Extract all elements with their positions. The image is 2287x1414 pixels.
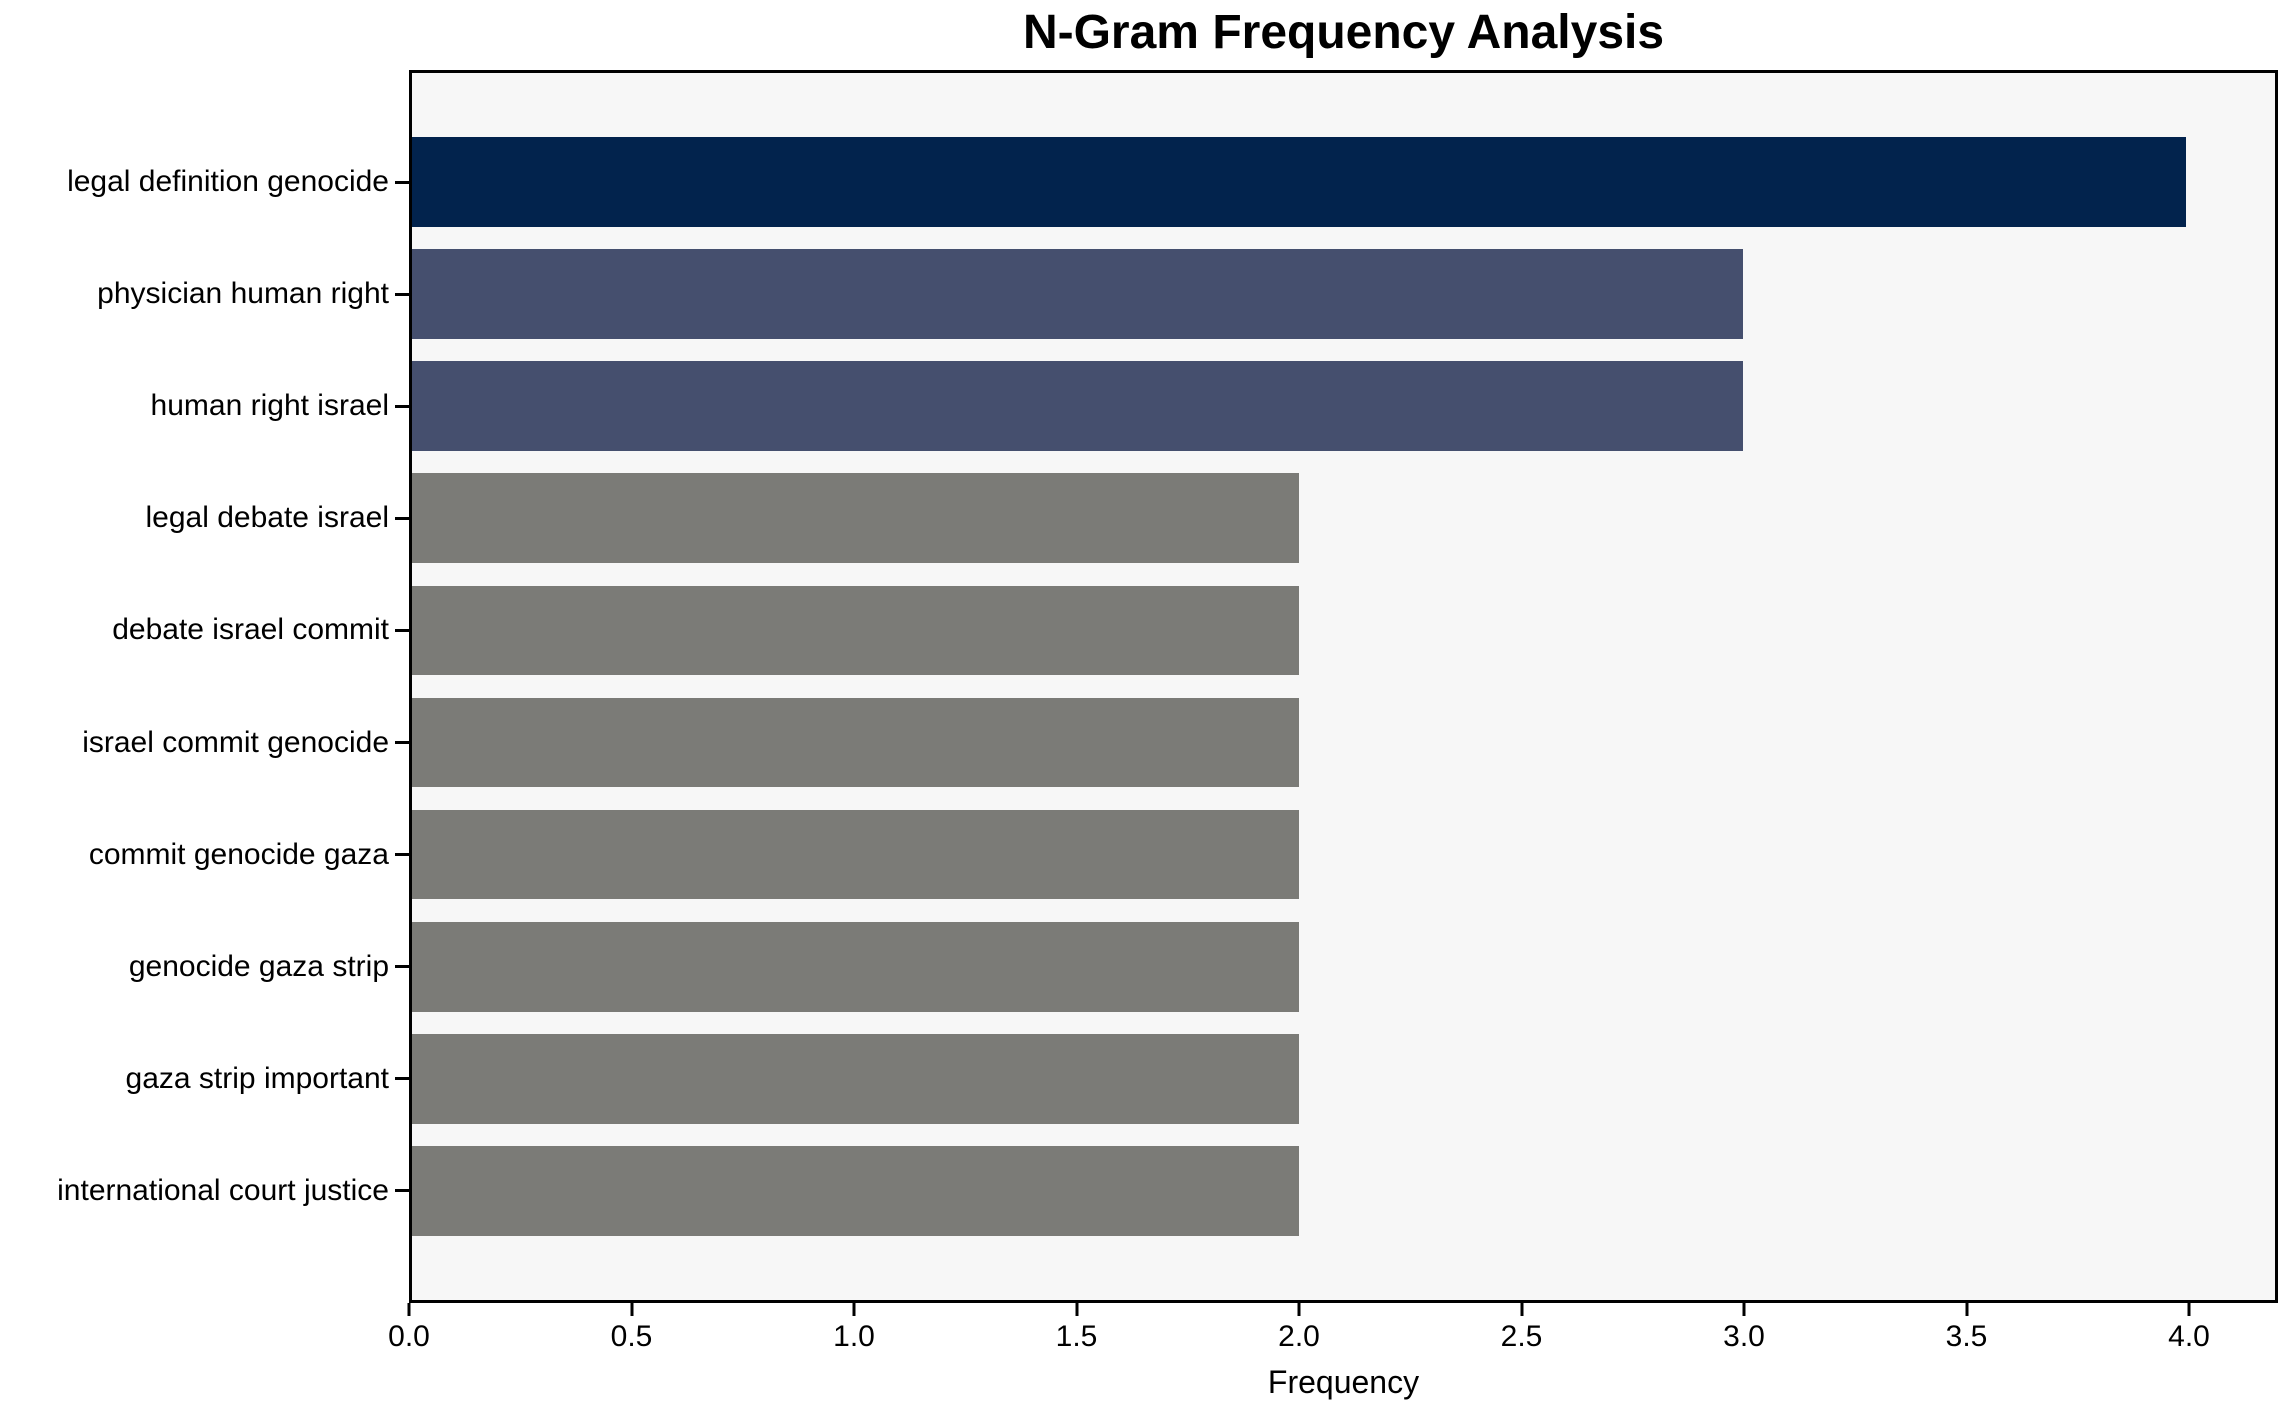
y-axis-category-label: commit genocide gaza bbox=[88, 837, 389, 871]
plot-area bbox=[409, 70, 2278, 1303]
x-axis-tick-label: 3.0 bbox=[1723, 1320, 1765, 1353]
y-tick-row bbox=[395, 799, 409, 911]
y-tick-row bbox=[395, 1135, 409, 1247]
frequency-bar bbox=[412, 249, 1743, 339]
y-axis-category-label: physician human right bbox=[97, 277, 389, 311]
y-tick-mark bbox=[395, 180, 409, 184]
bar-row bbox=[412, 574, 2275, 686]
bar-row bbox=[412, 1135, 2275, 1247]
y-axis-category-label: israel commit genocide bbox=[82, 725, 389, 759]
x-tick-mark bbox=[1965, 1303, 1968, 1316]
y-tick-mark bbox=[395, 628, 409, 632]
bar-row bbox=[412, 911, 2275, 1023]
x-axis-tick-label: 0.0 bbox=[388, 1320, 430, 1353]
frequency-bar bbox=[412, 473, 1300, 564]
y-axis-category-label: international court justice bbox=[57, 1173, 389, 1207]
bar-row bbox=[412, 1023, 2275, 1135]
y-axis-category-label: legal debate israel bbox=[145, 501, 389, 535]
y-tick-row bbox=[395, 126, 409, 238]
frequency-bar bbox=[412, 1146, 1300, 1236]
x-tick-mark bbox=[407, 1303, 411, 1316]
bar-row bbox=[412, 799, 2275, 911]
y-tick-mark bbox=[395, 741, 409, 745]
chart-title: N-Gram Frequency Analysis bbox=[1022, 6, 1665, 59]
bar-row bbox=[412, 686, 2275, 798]
y-tick-mark bbox=[395, 853, 409, 857]
y-axis-category-label: gaza strip important bbox=[125, 1061, 389, 1095]
y-tick-mark bbox=[395, 404, 409, 408]
frequency-bar bbox=[412, 1033, 1300, 1124]
x-axis-tick-label: 2.5 bbox=[1500, 1320, 1543, 1353]
bar-row bbox=[412, 350, 2275, 462]
frequency-bar bbox=[412, 361, 1743, 452]
frequency-bar bbox=[412, 697, 1300, 788]
y-tick-row bbox=[395, 238, 409, 350]
x-tick-mark bbox=[2187, 1303, 2191, 1316]
x-axis-tick-marks bbox=[407, 1303, 2278, 1317]
bar-row bbox=[412, 238, 2275, 350]
y-axis-category-label: debate israel commit bbox=[112, 613, 389, 647]
x-axis-tick-label: 1.0 bbox=[833, 1320, 875, 1353]
y-tick-row bbox=[395, 1023, 409, 1135]
y-tick-row bbox=[395, 911, 409, 1023]
bar-row bbox=[412, 126, 2275, 238]
x-axis-tick-labels: 0.0 0.5 1.0 1.5 2.0 2.5 3.0 3.5 4.0 bbox=[388, 1320, 2278, 1358]
x-tick-mark bbox=[630, 1303, 633, 1316]
y-axis-category-label: legal definition genocide bbox=[67, 165, 389, 199]
y-axis-category-label: human right israel bbox=[150, 389, 389, 423]
y-tick-mark bbox=[395, 292, 409, 296]
y-tick-row bbox=[395, 462, 409, 574]
y-tick-mark bbox=[395, 1077, 409, 1081]
x-tick-mark bbox=[1075, 1303, 1078, 1316]
x-axis-tick-label: 2.0 bbox=[1278, 1320, 1320, 1353]
frequency-bar bbox=[412, 137, 2187, 227]
x-tick-mark bbox=[1297, 1303, 1301, 1316]
bar-row bbox=[412, 462, 2275, 574]
x-axis-tick-label: 1.5 bbox=[1055, 1320, 1098, 1353]
x-axis-tick-label: 3.5 bbox=[1945, 1320, 1988, 1353]
x-axis-tick-label: 4.0 bbox=[2168, 1320, 2210, 1353]
frequency-bar bbox=[412, 921, 1300, 1012]
y-axis-category-label: genocide gaza strip bbox=[128, 949, 389, 983]
x-axis-title: Frequency bbox=[1267, 1364, 1420, 1400]
bars-region bbox=[412, 126, 2275, 1247]
x-tick-mark bbox=[1742, 1303, 1746, 1316]
y-tick-mark bbox=[395, 516, 409, 520]
x-axis-tick-label: 0.5 bbox=[610, 1320, 653, 1353]
y-tick-mark bbox=[395, 1189, 409, 1193]
y-tick-row bbox=[395, 350, 409, 462]
x-tick-mark bbox=[1520, 1303, 1523, 1316]
y-tick-row bbox=[395, 574, 409, 686]
x-tick-mark bbox=[852, 1303, 856, 1316]
y-tick-row bbox=[395, 686, 409, 798]
frequency-bar bbox=[412, 585, 1300, 676]
y-axis-labels: legal definition genocide physician human… bbox=[0, 70, 389, 1303]
frequency-bar bbox=[412, 809, 1300, 900]
y-tick-mark bbox=[395, 965, 409, 969]
y-axis-tick-marks bbox=[395, 70, 409, 1303]
